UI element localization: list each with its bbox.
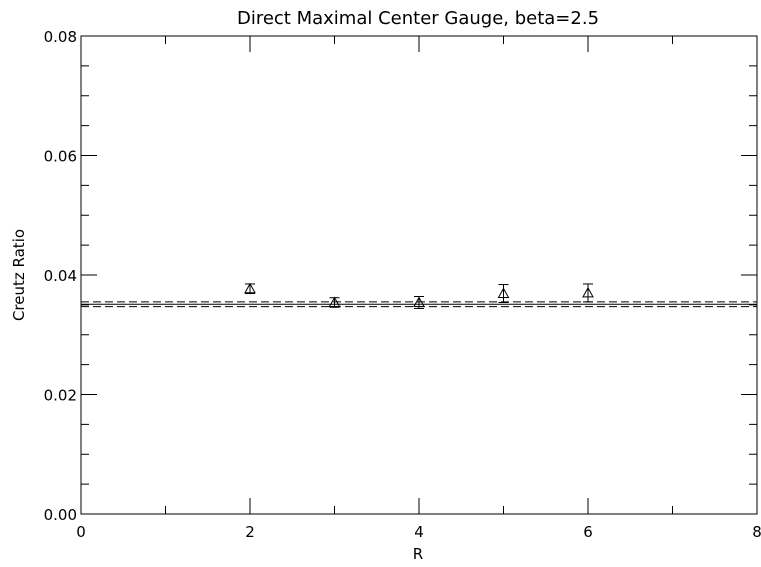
data-point-triangle [244,282,256,294]
y-tick-label: 0.02 [44,387,77,405]
x-tick-label: 6 [583,523,593,541]
axis-ticks [80,35,758,515]
data-points [244,282,594,309]
data-point-triangle [497,287,510,299]
data-point-triangle [328,296,341,307]
data-point-triangle [413,296,425,307]
y-tick-label: 0.00 [44,506,77,524]
chart-title: Direct Maximal Center Gauge, beta=2.5 [237,8,599,29]
x-tick-label: 2 [245,523,255,541]
axis-tick-labels: 0 2 4 6 8 0.00 0.02 0.04 0.06 0.08 [44,28,761,541]
y-tick-label: 0.06 [44,148,77,166]
y-tick-label: 0.04 [44,267,77,285]
y-axis-label: Creutz Ratio [10,229,28,321]
x-tick-label: 0 [76,523,86,541]
plot-area-frame [80,35,758,515]
x-axis-label: R [413,545,423,563]
data-point-triangle [582,286,594,298]
y-tick-label: 0.08 [44,28,77,46]
x-tick-label: 4 [414,523,424,541]
x-tick-label: 8 [752,523,761,541]
